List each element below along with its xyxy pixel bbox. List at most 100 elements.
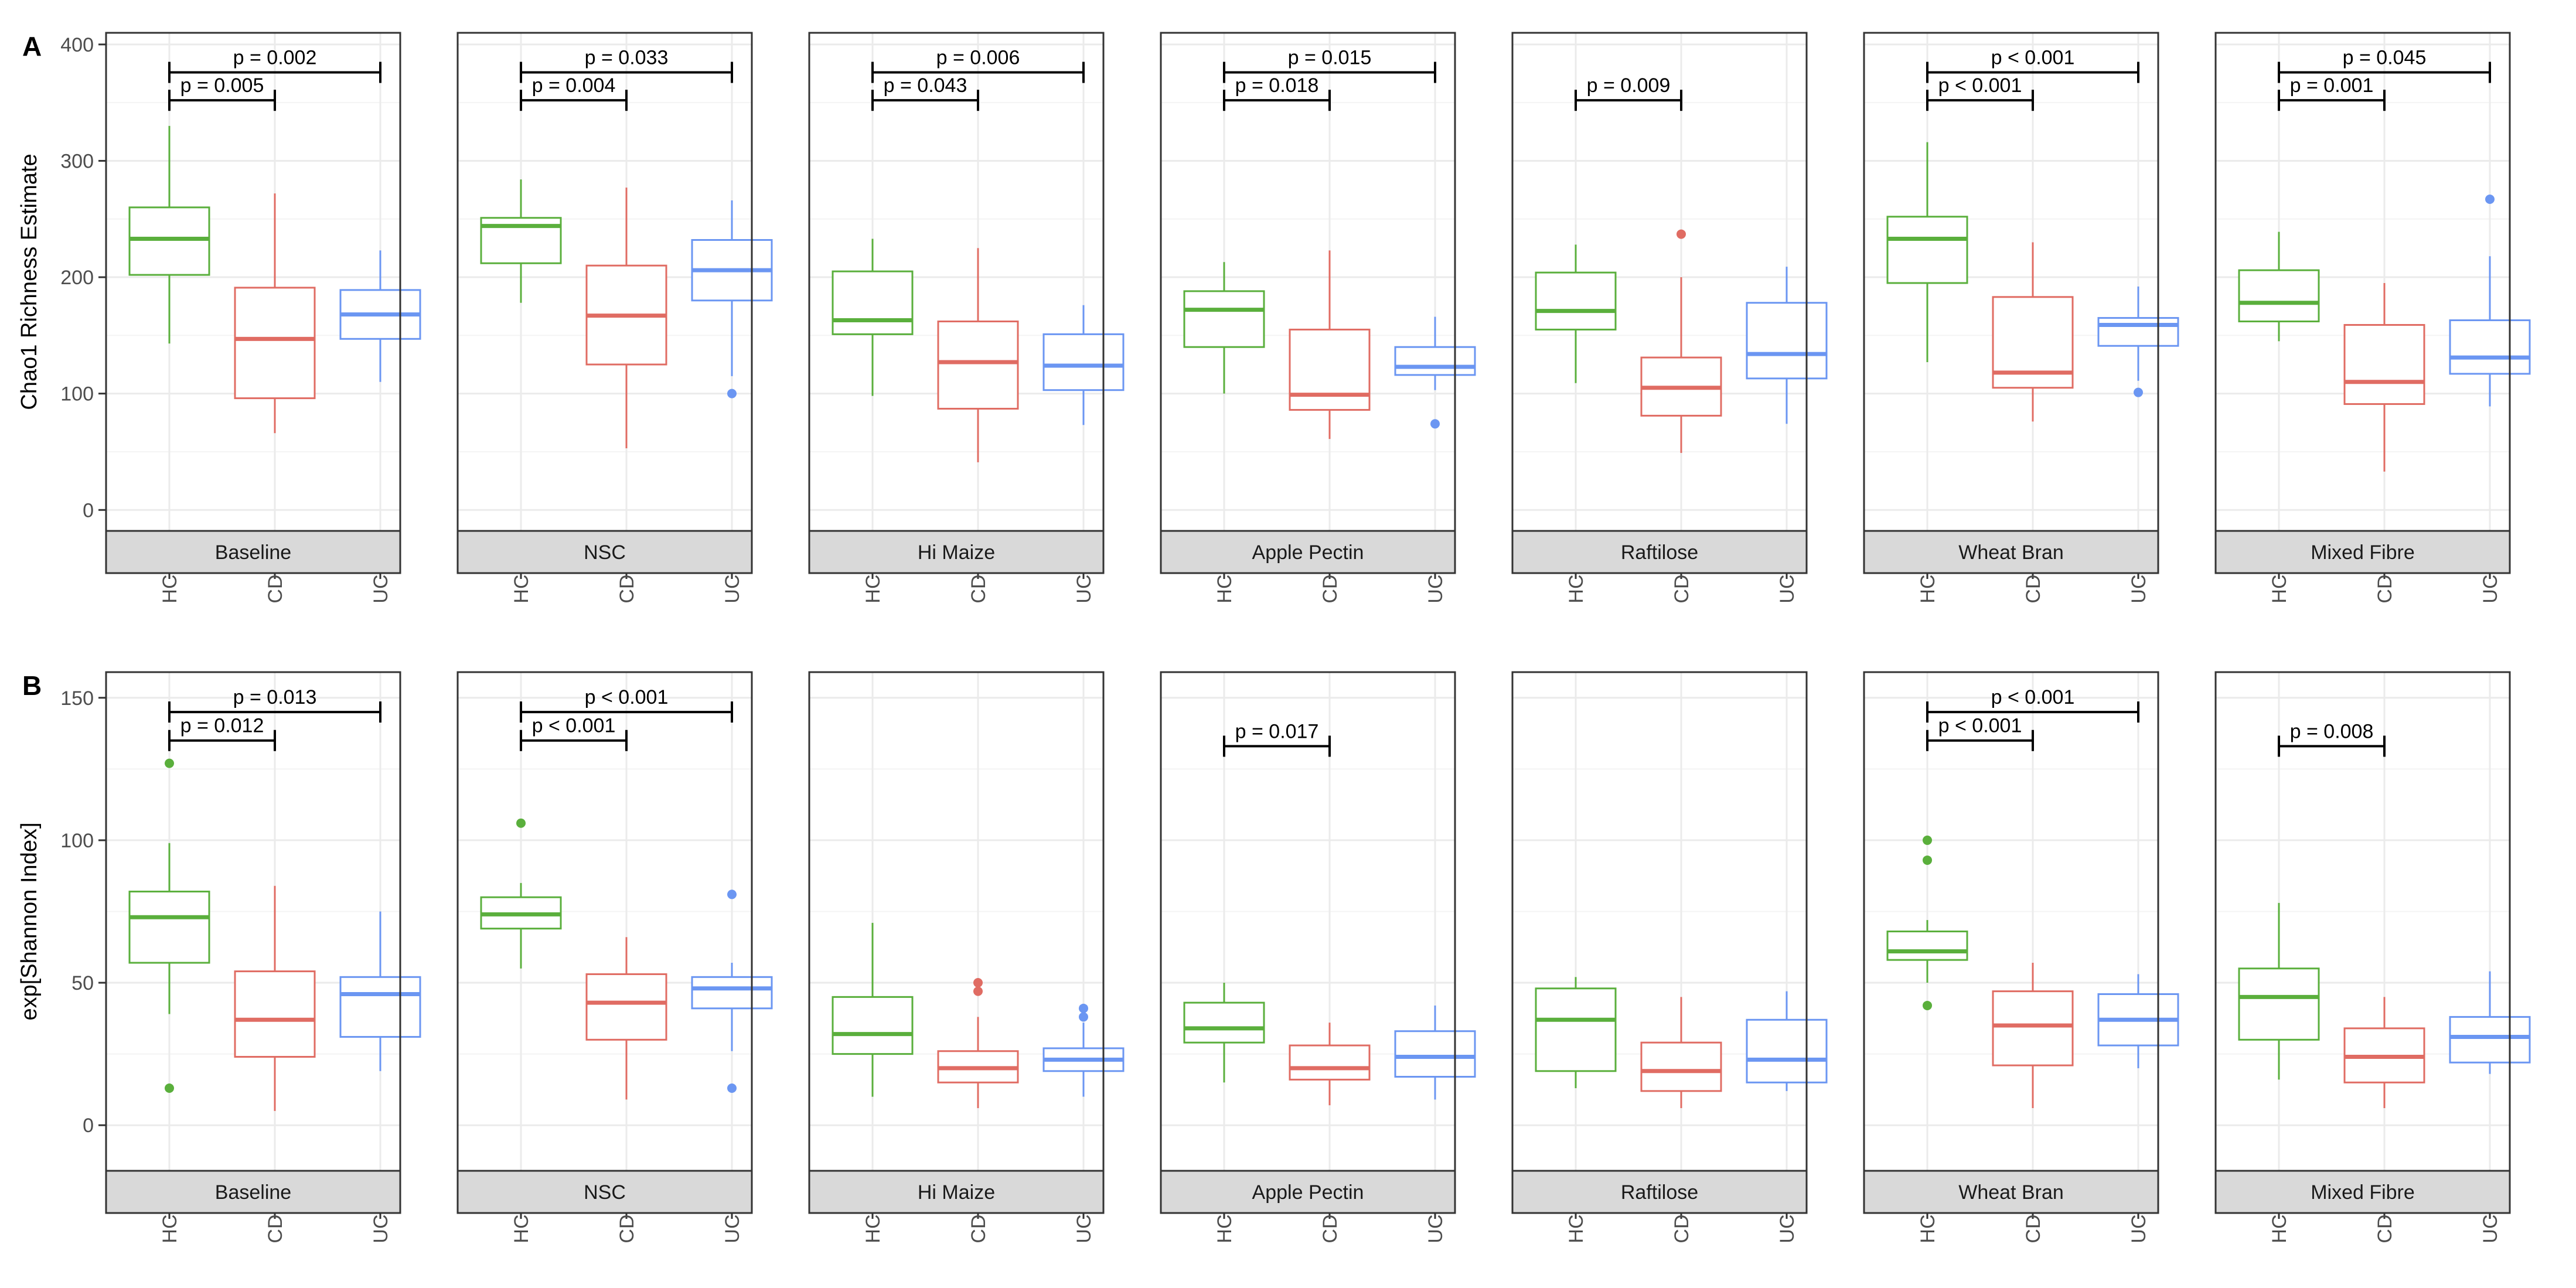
- facet-strip-label: Mixed Fibre: [2311, 1181, 2415, 1204]
- x-tick-label: CD: [264, 574, 287, 603]
- box-iqr: [2097, 317, 2179, 347]
- significance-bracket: p = 0.045: [2278, 47, 2491, 83]
- box-uc: [2097, 974, 2179, 1068]
- box-iqr: [691, 976, 773, 1010]
- y-tick-label: 300: [60, 150, 94, 172]
- box-hc: [832, 922, 914, 1097]
- facet-background: [1512, 672, 1807, 1171]
- significance-bracket: p < 0.001: [1926, 686, 2139, 723]
- box-uc: [1394, 1005, 1476, 1100]
- significance-bracket: p = 0.008: [2278, 720, 2386, 757]
- x-tick-label: HC: [862, 1214, 884, 1243]
- p-value-label: p = 0.043: [884, 74, 967, 97]
- facet-strip: [105, 1170, 401, 1214]
- x-tick-label: CD: [967, 1214, 990, 1243]
- box-uc: [691, 200, 773, 398]
- facet-strip-label: Hi Maize: [918, 541, 995, 564]
- box-cd: [585, 937, 667, 1100]
- outlier-point: [727, 890, 737, 899]
- y-axis-label: exp[Shannon Index]: [17, 822, 42, 1020]
- p-value-label: p = 0.009: [1587, 74, 1671, 97]
- box-cd: [1992, 963, 2074, 1109]
- box-cd: [937, 978, 1019, 1109]
- facet-strip: [456, 1170, 753, 1214]
- box-hc: [1183, 983, 1265, 1083]
- outlier-point: [165, 758, 174, 768]
- x-tick-label: UC: [2479, 574, 2502, 603]
- box-iqr: [1746, 1018, 1828, 1083]
- facet-apple-pectin: p = 0.015 p = 0.018 Apple Pectin HC CD UC: [1160, 32, 1476, 604]
- outlier-point: [973, 986, 983, 996]
- outlier-point: [516, 818, 526, 828]
- box-hc: [1886, 142, 1968, 363]
- box-hc: [1535, 977, 1617, 1088]
- p-value-label: p < 0.001: [1938, 74, 2022, 97]
- box-iqr: [1640, 1041, 1722, 1092]
- box-iqr: [832, 996, 914, 1055]
- significance-bracket: p = 0.033: [520, 47, 733, 83]
- x-tick-label: CD: [2374, 1214, 2396, 1243]
- x-tick-label: HC: [1917, 574, 1939, 603]
- facet-strip-label: Wheat Bran: [1958, 541, 2064, 564]
- significance-bracket: p < 0.001: [1926, 47, 2139, 83]
- p-value-label: p < 0.001: [532, 715, 616, 737]
- p-value-label: p = 0.012: [180, 715, 264, 737]
- outlier-point: [727, 389, 737, 398]
- facet-strip-label: Raftilose: [1621, 541, 1698, 564]
- facet-hi-maize: Hi Maize HC CD UC: [808, 671, 1125, 1243]
- x-tick-label: CD: [2022, 1214, 2045, 1243]
- x-tick-label: HC: [862, 574, 884, 603]
- facet-strip: [456, 530, 753, 574]
- box-cd: [585, 188, 667, 448]
- x-tick-label: HC: [159, 1214, 181, 1243]
- p-value-label: p < 0.001: [585, 686, 669, 708]
- box-iqr: [2238, 269, 2320, 323]
- box-iqr: [1886, 931, 1968, 961]
- box-cd: [2343, 282, 2425, 472]
- panel-a: A Chao1 Richness Estimate 0 100 200 300 400 p =…: [17, 31, 2531, 604]
- significance-bracket: p = 0.018: [1223, 74, 1331, 111]
- facet-strip: [2214, 1170, 2511, 1214]
- p-value-label: p = 0.006: [936, 47, 1020, 69]
- facet-raftilose: p = 0.009 Raftilose HC CD UC: [1511, 32, 1828, 604]
- x-tick-label: UC: [721, 1214, 744, 1243]
- p-value-label: p = 0.002: [233, 47, 317, 69]
- facet-background: [1864, 672, 2158, 1171]
- box-uc: [691, 890, 773, 1093]
- y-tick-label: 0: [83, 1115, 94, 1137]
- box-iqr: [585, 973, 667, 1041]
- box-iqr: [2449, 1016, 2531, 1064]
- box-iqr: [832, 270, 914, 335]
- y-tick-label: 400: [60, 34, 94, 56]
- box-iqr: [1394, 346, 1476, 376]
- x-tick-label: CD: [1671, 1214, 1693, 1243]
- y-tick-label: 150: [60, 687, 94, 710]
- box-hc: [128, 125, 210, 344]
- facet-nsc: p = 0.033 p = 0.004 NSC HC CD UC: [456, 32, 773, 604]
- facet-strip-label: Apple Pectin: [1252, 1181, 1364, 1204]
- p-value-label: p = 0.001: [2290, 74, 2374, 97]
- significance-bracket: p = 0.043: [871, 74, 979, 111]
- box-cd: [234, 193, 316, 434]
- facet-background: [2216, 672, 2510, 1171]
- box-hc: [1886, 835, 1968, 1010]
- p-value-label: p = 0.033: [585, 47, 669, 69]
- box-hc: [480, 818, 562, 969]
- facet-wheat-bran: p < 0.001 p < 0.001 Wheat Bran HC CD UC: [1863, 671, 2179, 1243]
- x-tick-label: CD: [2022, 574, 2045, 603]
- x-tick-label: UC: [1425, 1214, 1447, 1243]
- facet-strip: [2214, 530, 2511, 574]
- x-tick-label: UC: [1073, 1214, 1095, 1243]
- y-tick-label: 0: [83, 499, 94, 522]
- facet-strip-label: Baseline: [215, 1181, 291, 1204]
- box-uc: [1042, 305, 1125, 425]
- facet-strip: [808, 1170, 1105, 1214]
- facet-strip-label: Apple Pectin: [1252, 541, 1364, 564]
- facet-strip-label: Mixed Fibre: [2311, 541, 2415, 564]
- x-tick-label: HC: [510, 1214, 533, 1243]
- p-value-label: p = 0.008: [2290, 720, 2374, 742]
- box-iqr: [2449, 319, 2531, 375]
- box-iqr: [2343, 323, 2425, 406]
- box-iqr: [1183, 1001, 1265, 1044]
